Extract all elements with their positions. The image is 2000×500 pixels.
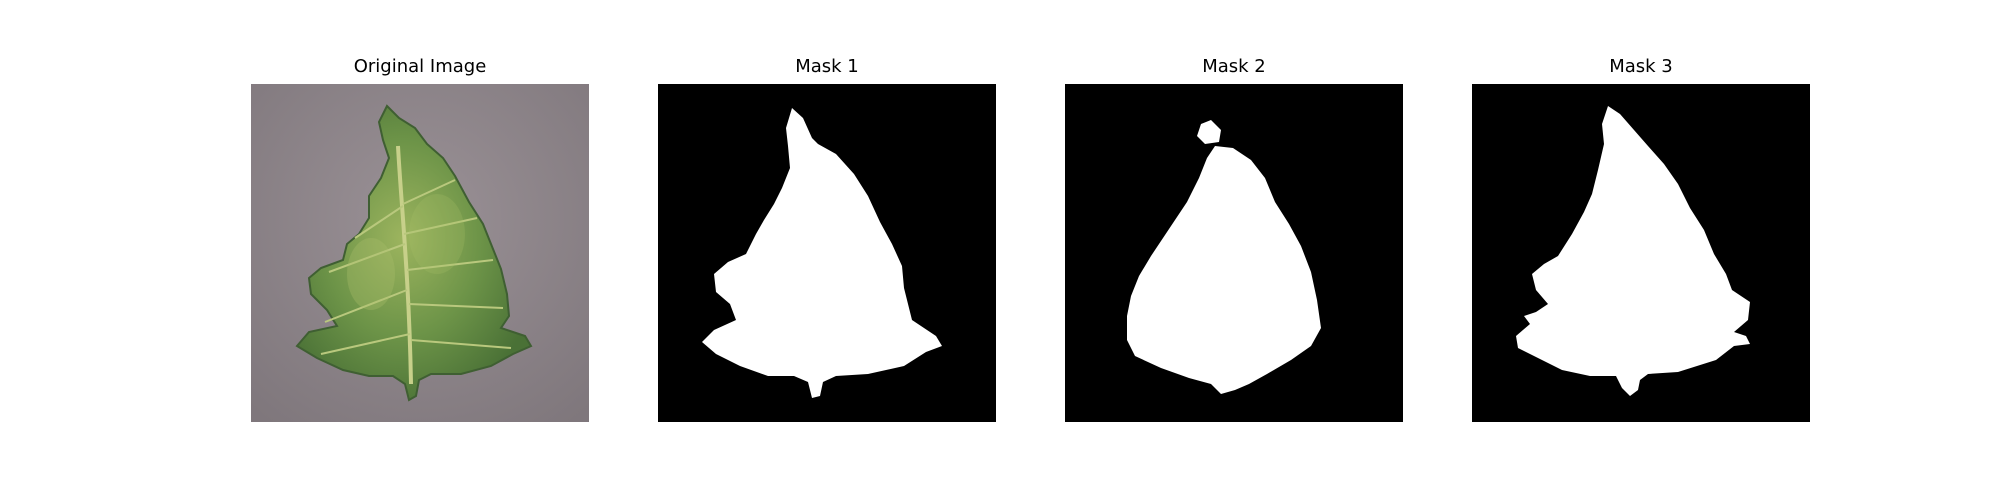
leaf-photo-svg [251, 84, 589, 422]
leaf-vein [402, 179, 456, 205]
leaf-vein [324, 289, 408, 323]
leaf-highlight [347, 238, 395, 310]
panel-title: Mask 2 [1202, 56, 1266, 77]
mask-region [702, 108, 942, 398]
mask-2-svg [1065, 84, 1403, 422]
panel-title: Mask 1 [795, 56, 859, 77]
mask-2-image [1065, 84, 1403, 422]
mask-3-svg [1472, 84, 1810, 422]
leaf-vein [403, 217, 478, 235]
leaf-vein [408, 303, 504, 309]
leaf-vein [410, 339, 512, 349]
leaf-highlight [409, 194, 465, 274]
mask-1-image [658, 84, 996, 422]
mask-3-image [1472, 84, 1810, 422]
leaf-vein [406, 259, 494, 271]
leaf-vein [354, 205, 404, 239]
leaf-midrib [396, 145, 413, 385]
mask-1-svg [658, 84, 996, 422]
leaf-vein [320, 333, 411, 355]
mask-region [1127, 146, 1321, 394]
leaf-photo [251, 84, 589, 422]
leaf-vein [328, 243, 406, 273]
mask-region-small [1197, 120, 1221, 144]
panel-title: Original Image [353, 56, 487, 77]
panel-title: Mask 3 [1609, 56, 1673, 77]
mask-region [1516, 106, 1750, 396]
